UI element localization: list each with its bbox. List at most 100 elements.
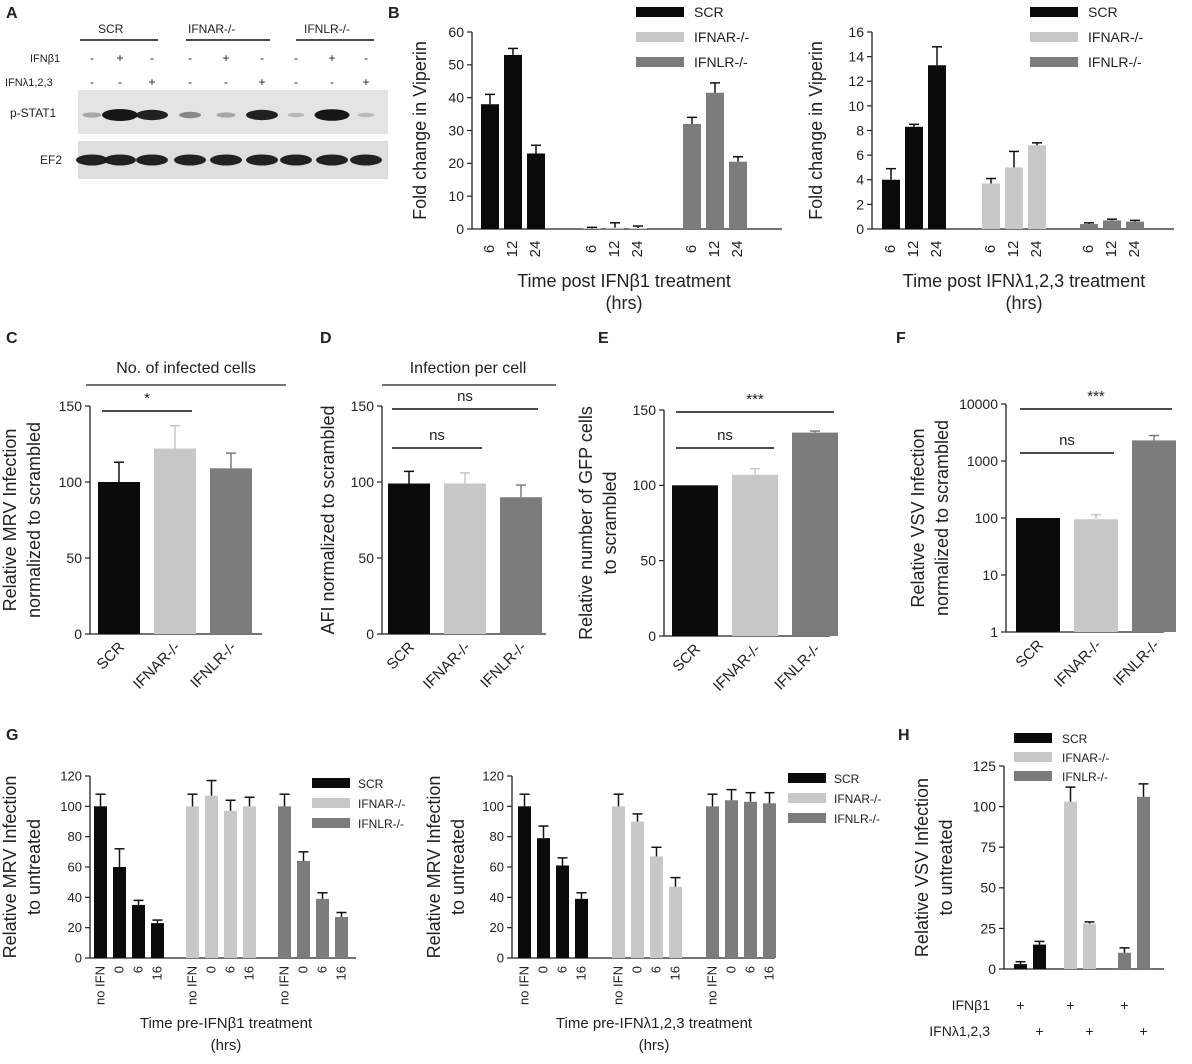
y-tick-label: 150 (59, 398, 83, 414)
significance-label: ns (457, 388, 473, 405)
bar (763, 803, 776, 958)
legend-swatch (636, 57, 684, 67)
blot-group-label-ifnar: IFNAR-/- (188, 22, 235, 36)
x-tick-label: SCR (1012, 637, 1047, 672)
bar (669, 886, 682, 958)
y-tick-label: 120 (60, 769, 82, 784)
x-tick-label: 0 (724, 966, 739, 973)
y-axis-label-2: to untreated (936, 819, 956, 915)
x-tick-label: IFNLR-/- (1110, 637, 1163, 690)
blot-band-ef2 (210, 154, 242, 166)
x-tick-label: 6 (583, 245, 600, 253)
y-tick-label: 40 (68, 890, 82, 905)
blot-band-pstat1 (287, 112, 305, 118)
y-tick-label: 60 (448, 24, 464, 40)
y-tick-label: 100 (60, 799, 82, 814)
y-tick-label: 4 (856, 172, 864, 188)
panel-letter-d: D (320, 330, 332, 347)
y-tick-label: 100 (482, 799, 504, 814)
treatment-mark: + (1066, 997, 1074, 1013)
bar (1028, 145, 1046, 229)
y-axis-label: Relative number of GFP cells (576, 406, 596, 640)
legend-label: IFNAR-/- (1088, 29, 1144, 45)
y-axis-label-2: to scrambled (600, 471, 620, 574)
x-tick-label: no IFN (611, 966, 626, 1005)
y-tick-label: 30 (448, 122, 464, 138)
bar (1118, 952, 1131, 969)
bar (132, 904, 145, 958)
y-tick-label: 80 (68, 829, 82, 844)
x-axis-label-units: (hrs) (211, 1037, 242, 1054)
legend-label: IFNAR-/- (358, 797, 405, 811)
x-tick-label: 16 (334, 966, 349, 980)
bar (154, 448, 196, 634)
x-tick-label: 6 (743, 966, 758, 973)
y-tick-label: 80 (490, 829, 504, 844)
blot-mark: - (118, 75, 122, 89)
western-blot: SCR IFNAR-/- IFNLR-/- IFNβ1 IFNλ1,2,3 - +… (5, 22, 388, 179)
blot-band-ef2 (174, 154, 206, 166)
blot-mark: - (330, 75, 334, 89)
chart-c: 0 50 100 150 SCR IFNAR-/- IFNLR-/- Relative MRV… (0, 360, 286, 693)
y-tick-label: 10 (982, 567, 998, 583)
x-tick-label: 6 (1080, 245, 1097, 253)
blot-band-ef2 (350, 154, 382, 166)
y-axis-label: Relative VSV Infection (912, 778, 932, 957)
y-tick-label: 8 (856, 122, 864, 138)
y-tick-label: 50 (358, 550, 374, 566)
bar (629, 228, 647, 229)
x-tick-label: no IFN (277, 966, 292, 1005)
bar (928, 65, 946, 230)
blot-band-pstat1 (314, 109, 350, 121)
y-tick-label: 0 (856, 221, 864, 237)
y-tick-label: 20 (68, 920, 82, 935)
x-tick-label: 6 (481, 245, 498, 253)
blot-band-label-ef2: EF2 (40, 153, 62, 167)
bar (1074, 519, 1118, 632)
legend-swatch (1014, 733, 1052, 743)
bar (882, 179, 900, 229)
legend-label: IFNAR-/- (834, 792, 881, 806)
bar (316, 898, 329, 958)
bar (792, 432, 838, 636)
bar (94, 806, 107, 958)
panel-letter-g: G (6, 727, 18, 744)
x-tick-label: 12 (1005, 241, 1022, 258)
bar (612, 806, 625, 958)
bar (683, 123, 701, 229)
legend-label: IFNLR-/- (1062, 770, 1108, 784)
bar (113, 867, 126, 958)
legend-swatch (1014, 771, 1052, 781)
panel-letter-c: C (6, 330, 18, 347)
y-tick-label: 0 (366, 626, 374, 642)
x-tick-label: no IFN (705, 966, 720, 1005)
blot-mark: - (188, 75, 192, 89)
panel-letter-e: E (598, 330, 609, 347)
legend-label: IFNAR-/- (694, 29, 750, 45)
legend-label: SCR (834, 772, 860, 786)
treatment-mark: + (1120, 997, 1128, 1013)
x-tick-label: IFNLR-/- (477, 639, 530, 692)
y-axis-label-2: normalized to scrambled (24, 422, 44, 618)
bar (1132, 440, 1176, 632)
x-axis-label-units: (hrs) (639, 1037, 670, 1054)
x-tick-label: 16 (242, 966, 257, 980)
bar (388, 483, 430, 634)
legend-swatch (312, 778, 350, 788)
panel-letter-h: H (898, 727, 910, 744)
y-tick-label: 150 (351, 398, 375, 414)
legend-swatch (1030, 32, 1078, 42)
x-tick-label: SCR (669, 641, 704, 676)
y-axis-label: Fold change in Viperin (806, 41, 826, 220)
y-axis-label: Relative MRV Infection (0, 776, 20, 959)
legend-swatch (312, 798, 350, 808)
x-axis-label: Time post IFNλ1,2,3 treatment (903, 271, 1145, 291)
bar (224, 810, 237, 958)
bar (278, 806, 291, 958)
bar (151, 923, 164, 958)
x-tick-label: 6 (982, 245, 999, 253)
bar (556, 865, 569, 958)
